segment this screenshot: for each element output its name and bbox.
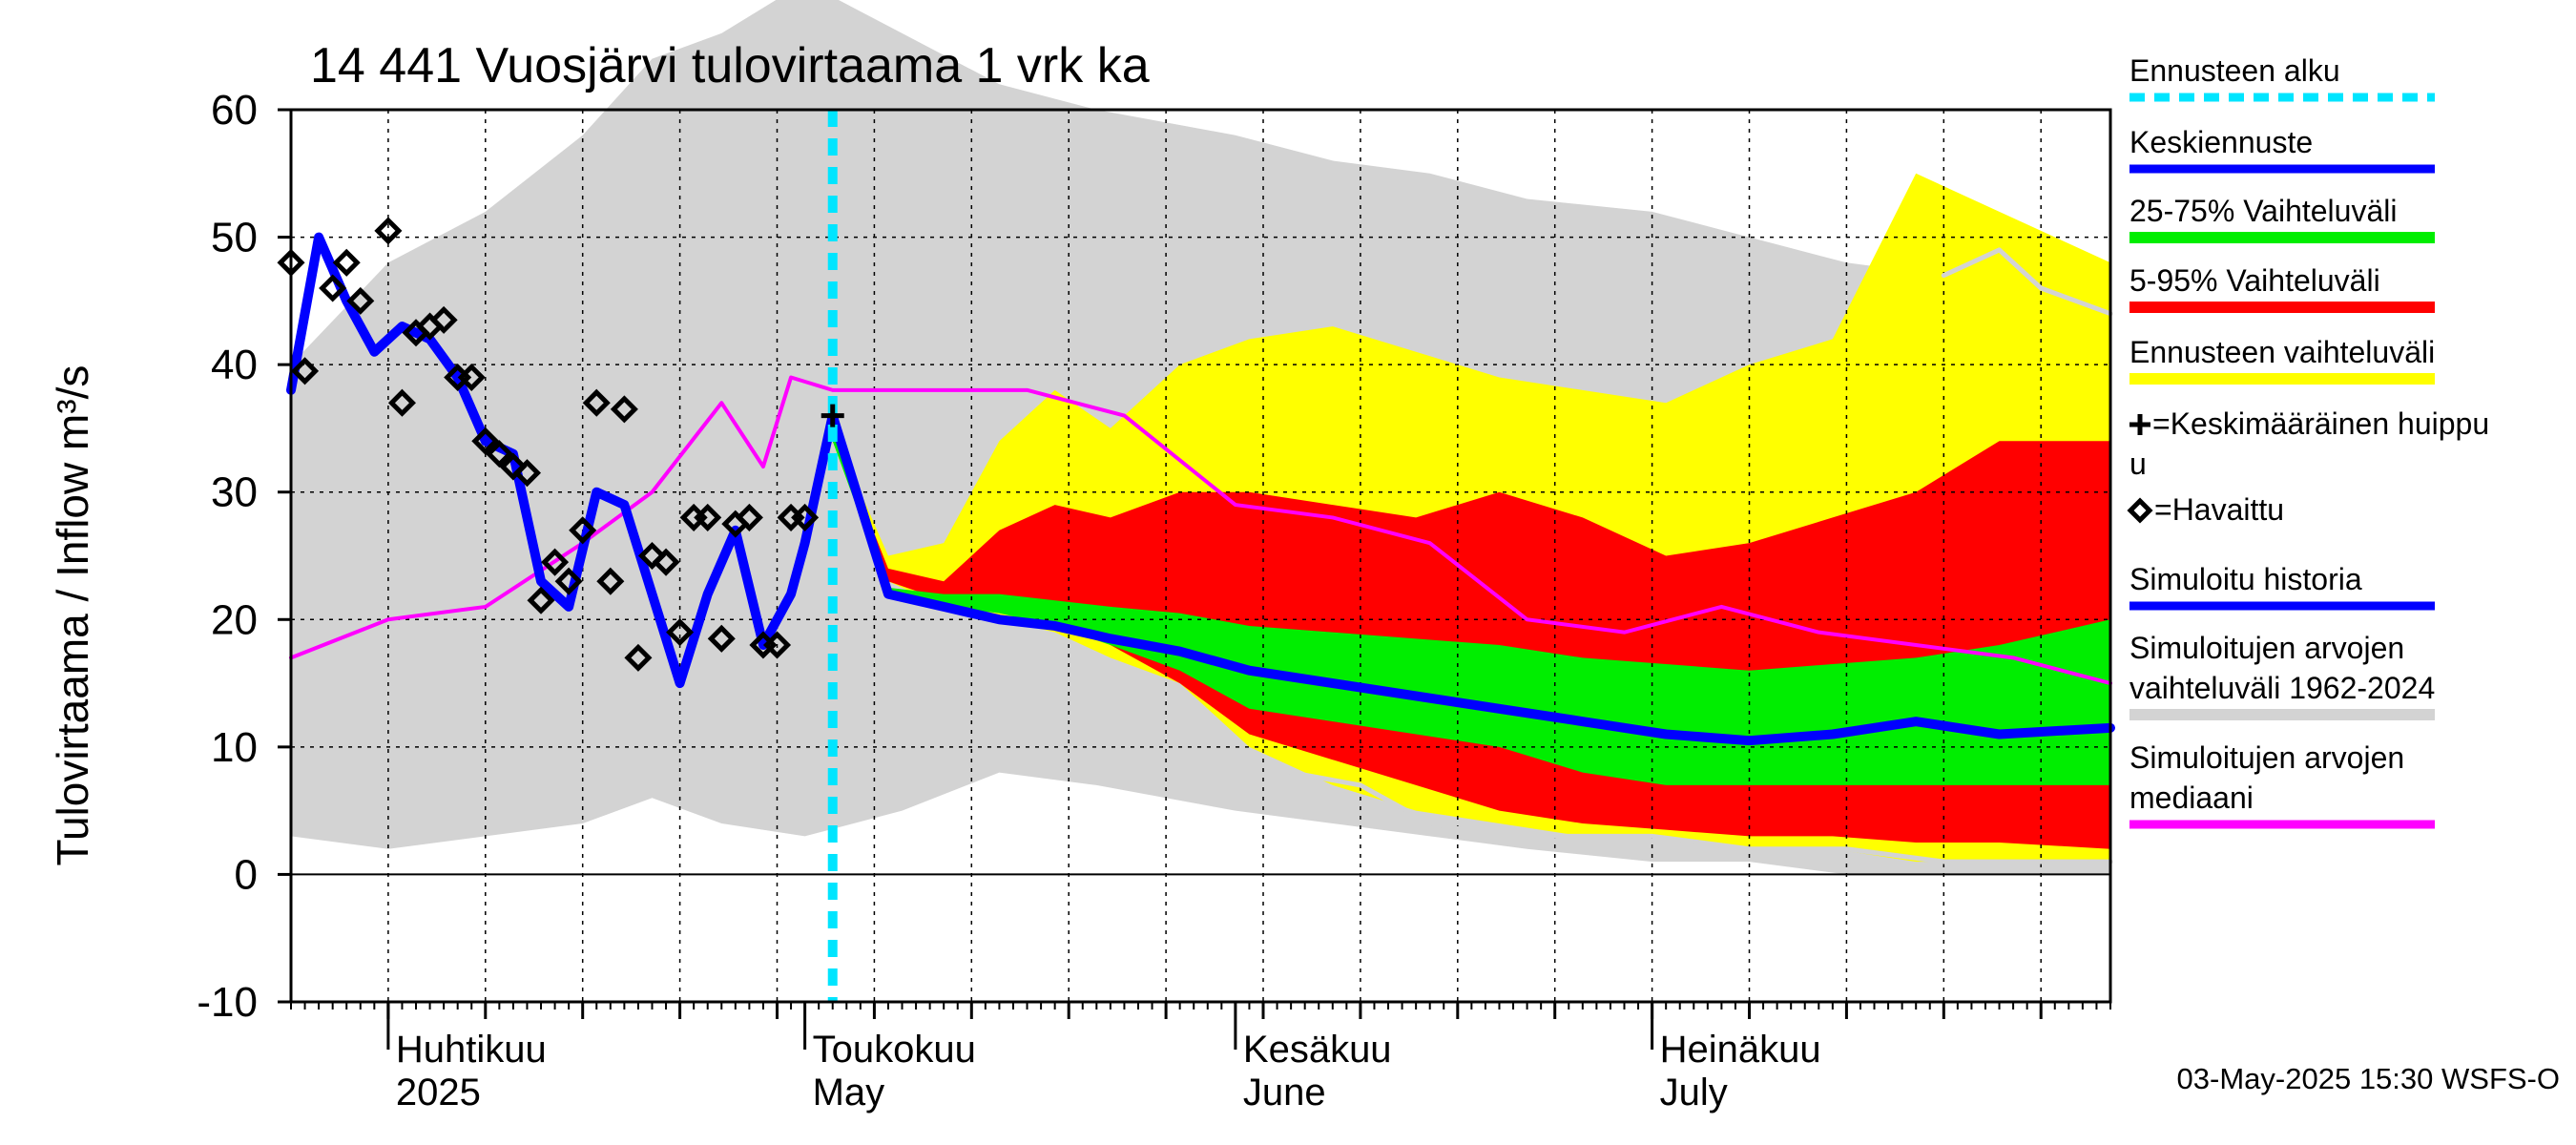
month-label-fi: Kesäkuu	[1243, 1029, 1392, 1071]
bands-layer	[291, 0, 2110, 875]
observed-marker	[512, 459, 542, 488]
observed-marker	[666, 618, 695, 647]
plot-frame	[289, 108, 2112, 1004]
legend-label: 5-95% Vaihteluväli	[2129, 263, 2380, 298]
legend-item-keskiennuste: Keskiennuste	[2129, 125, 2435, 174]
line-simuloitu-historia-7	[286, 232, 838, 689]
observed-marker	[694, 503, 722, 531]
observed-marker	[735, 503, 763, 531]
legend-label: =Keskimääräinen huippu	[2152, 406, 2489, 441]
legend-item-havaittu: =Havaittu	[2127, 492, 2284, 527]
month-label-en: May	[813, 1072, 885, 1114]
legend-label: Simuloitu historia	[2129, 562, 2362, 596]
legend-label: mediaani	[2129, 781, 2254, 815]
observed-marker	[387, 388, 416, 417]
line-simuloitujen-arvojen-mediaani-4	[289, 375, 2112, 686]
legend-label: Ennusteen vaihteluväli	[2129, 335, 2435, 369]
legend-label: Simuloitujen arvojen	[2129, 740, 2404, 775]
observed-marker	[541, 548, 570, 576]
month-label-en: July	[1660, 1072, 1728, 1114]
month-label-en: 2025	[396, 1072, 481, 1114]
observed-marker	[527, 586, 555, 614]
legend-item-25-75-vaihteluv-li: 25-75% Vaihteluväli	[2129, 194, 2435, 243]
y-tick-label: 50	[211, 215, 258, 261]
footer-timestamp: 03-May-2025 15:30 WSFS-O	[2177, 1062, 2560, 1095]
observed-marker	[485, 440, 513, 468]
observed-marker	[596, 567, 625, 595]
y-axis-label: Tulovirtaama / Inflow m³/s	[48, 365, 97, 866]
observed-marker	[637, 541, 667, 571]
observed-marker	[791, 503, 820, 531]
mean-peak-marker	[821, 404, 844, 427]
observed-marker	[429, 305, 458, 334]
legend-label: 25-75% Vaihteluväli	[2129, 194, 2397, 228]
observed-marker	[707, 624, 736, 653]
y-tick-label: 10	[211, 724, 258, 771]
legend-label: Simuloitujen arvojen	[2129, 631, 2404, 665]
line-simuloitujen-arvojen-vaihteluv-li-low-curve-5	[1288, 770, 2113, 864]
observed-marker	[554, 567, 583, 595]
legend-item-ennusteen-vaihteluv-li: Ennusteen vaihteluväli	[2129, 335, 2435, 385]
legend-label: Ennusteen alku	[2129, 53, 2340, 88]
observed-marker	[332, 248, 361, 277]
observed-marker	[762, 631, 792, 659]
chart-title: 14 441 Vuosjärvi tulovirtaama 1 vrk ka	[310, 38, 1150, 94]
legend-item-simuloitujen-arvojen-mediaani: Simuloitujen arvojen mediaani	[2129, 740, 2435, 829]
y-tick-label: 30	[211, 469, 258, 516]
legend-diamond-icon	[2127, 497, 2153, 524]
line-keskiennuste-8	[827, 410, 2115, 746]
observed-marker	[374, 217, 403, 245]
legend-plus-icon	[2129, 414, 2150, 435]
legend-item-simuloitujen-arvojen-vaihteluv-li-1962-2024: Simuloitujen arvojen vaihteluväli 1962-20…	[2129, 631, 2435, 720]
month-label-fi: Toukokuu	[813, 1029, 976, 1071]
legend-item-ennusteen-alku: Ennusteen alku	[2129, 53, 2435, 102]
legend: Ennusteen alku Keskiennuste 25-75% Vaihtel…	[2127, 53, 2489, 829]
legend-label: Keskiennuste	[2129, 125, 2313, 159]
y-tick-label: 60	[211, 87, 258, 134]
observed-marker	[569, 516, 597, 545]
observed-marker	[624, 643, 653, 672]
legend-label: u	[2129, 447, 2147, 481]
observed-marker	[457, 363, 486, 392]
observed-marker	[319, 274, 347, 302]
observed-marker	[499, 452, 528, 481]
observed-marker	[652, 548, 680, 576]
legend-item-simuloitu-historia: Simuloitu historia	[2129, 562, 2435, 611]
legend-label: vaihteluväli 1962-2024	[2129, 671, 2435, 705]
y-tick-label: 40	[211, 342, 258, 388]
observed-marker	[471, 427, 500, 455]
legend-label: =Havaittu	[2154, 492, 2284, 527]
observed-marker	[291, 357, 320, 385]
y-tick-label: 20	[211, 596, 258, 643]
observed-marker	[610, 395, 638, 424]
month-label-fi: Huhtikuu	[396, 1029, 547, 1071]
month-label-fi: Heinäkuu	[1660, 1029, 1821, 1071]
lines-layer	[286, 110, 2115, 1002]
observed-marker	[582, 388, 611, 417]
y-tick-label: -10	[197, 979, 258, 1026]
month-label-en: June	[1243, 1072, 1326, 1114]
legend-item-5-95-vaihteluv-li: 5-95% Vaihteluväli	[2129, 263, 2435, 313]
line-simuloitujen-arvojen-vaihteluv-li-high-curve-6	[1941, 247, 2113, 317]
y-tick-label: 0	[235, 851, 258, 898]
observed-marker	[346, 286, 375, 315]
band-25-75-vaihteluv-li-3	[832, 427, 2110, 785]
